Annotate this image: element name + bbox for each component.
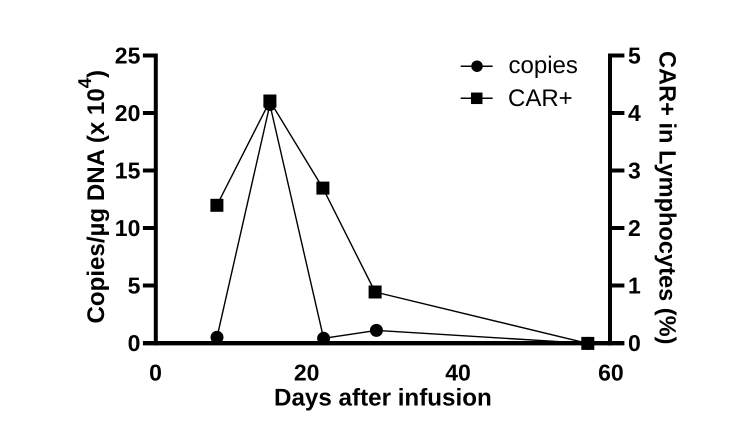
svg-text:0: 0 bbox=[628, 330, 641, 356]
svg-text:Days after infusion: Days after infusion bbox=[274, 385, 492, 412]
svg-text:15: 15 bbox=[115, 158, 141, 184]
svg-text:4: 4 bbox=[628, 100, 641, 126]
svg-text:40: 40 bbox=[445, 359, 471, 385]
svg-text:0: 0 bbox=[128, 330, 141, 356]
svg-text:1: 1 bbox=[628, 273, 641, 299]
svg-text:2: 2 bbox=[628, 215, 641, 241]
svg-text:20: 20 bbox=[294, 359, 320, 385]
svg-text:CAR+: CAR+ bbox=[508, 85, 573, 112]
svg-text:0: 0 bbox=[149, 359, 162, 385]
svg-text:10: 10 bbox=[115, 215, 141, 241]
svg-text:5: 5 bbox=[628, 43, 641, 69]
svg-text:5: 5 bbox=[128, 273, 141, 299]
svg-text:copies: copies bbox=[509, 52, 578, 79]
svg-text:60: 60 bbox=[598, 359, 624, 385]
svg-text:CAR+ in Lymphocytes (%): CAR+ in Lymphocytes (%) bbox=[654, 51, 680, 344]
svg-text:3: 3 bbox=[628, 158, 641, 184]
svg-text:20: 20 bbox=[115, 100, 141, 126]
svg-text:25: 25 bbox=[115, 43, 141, 69]
